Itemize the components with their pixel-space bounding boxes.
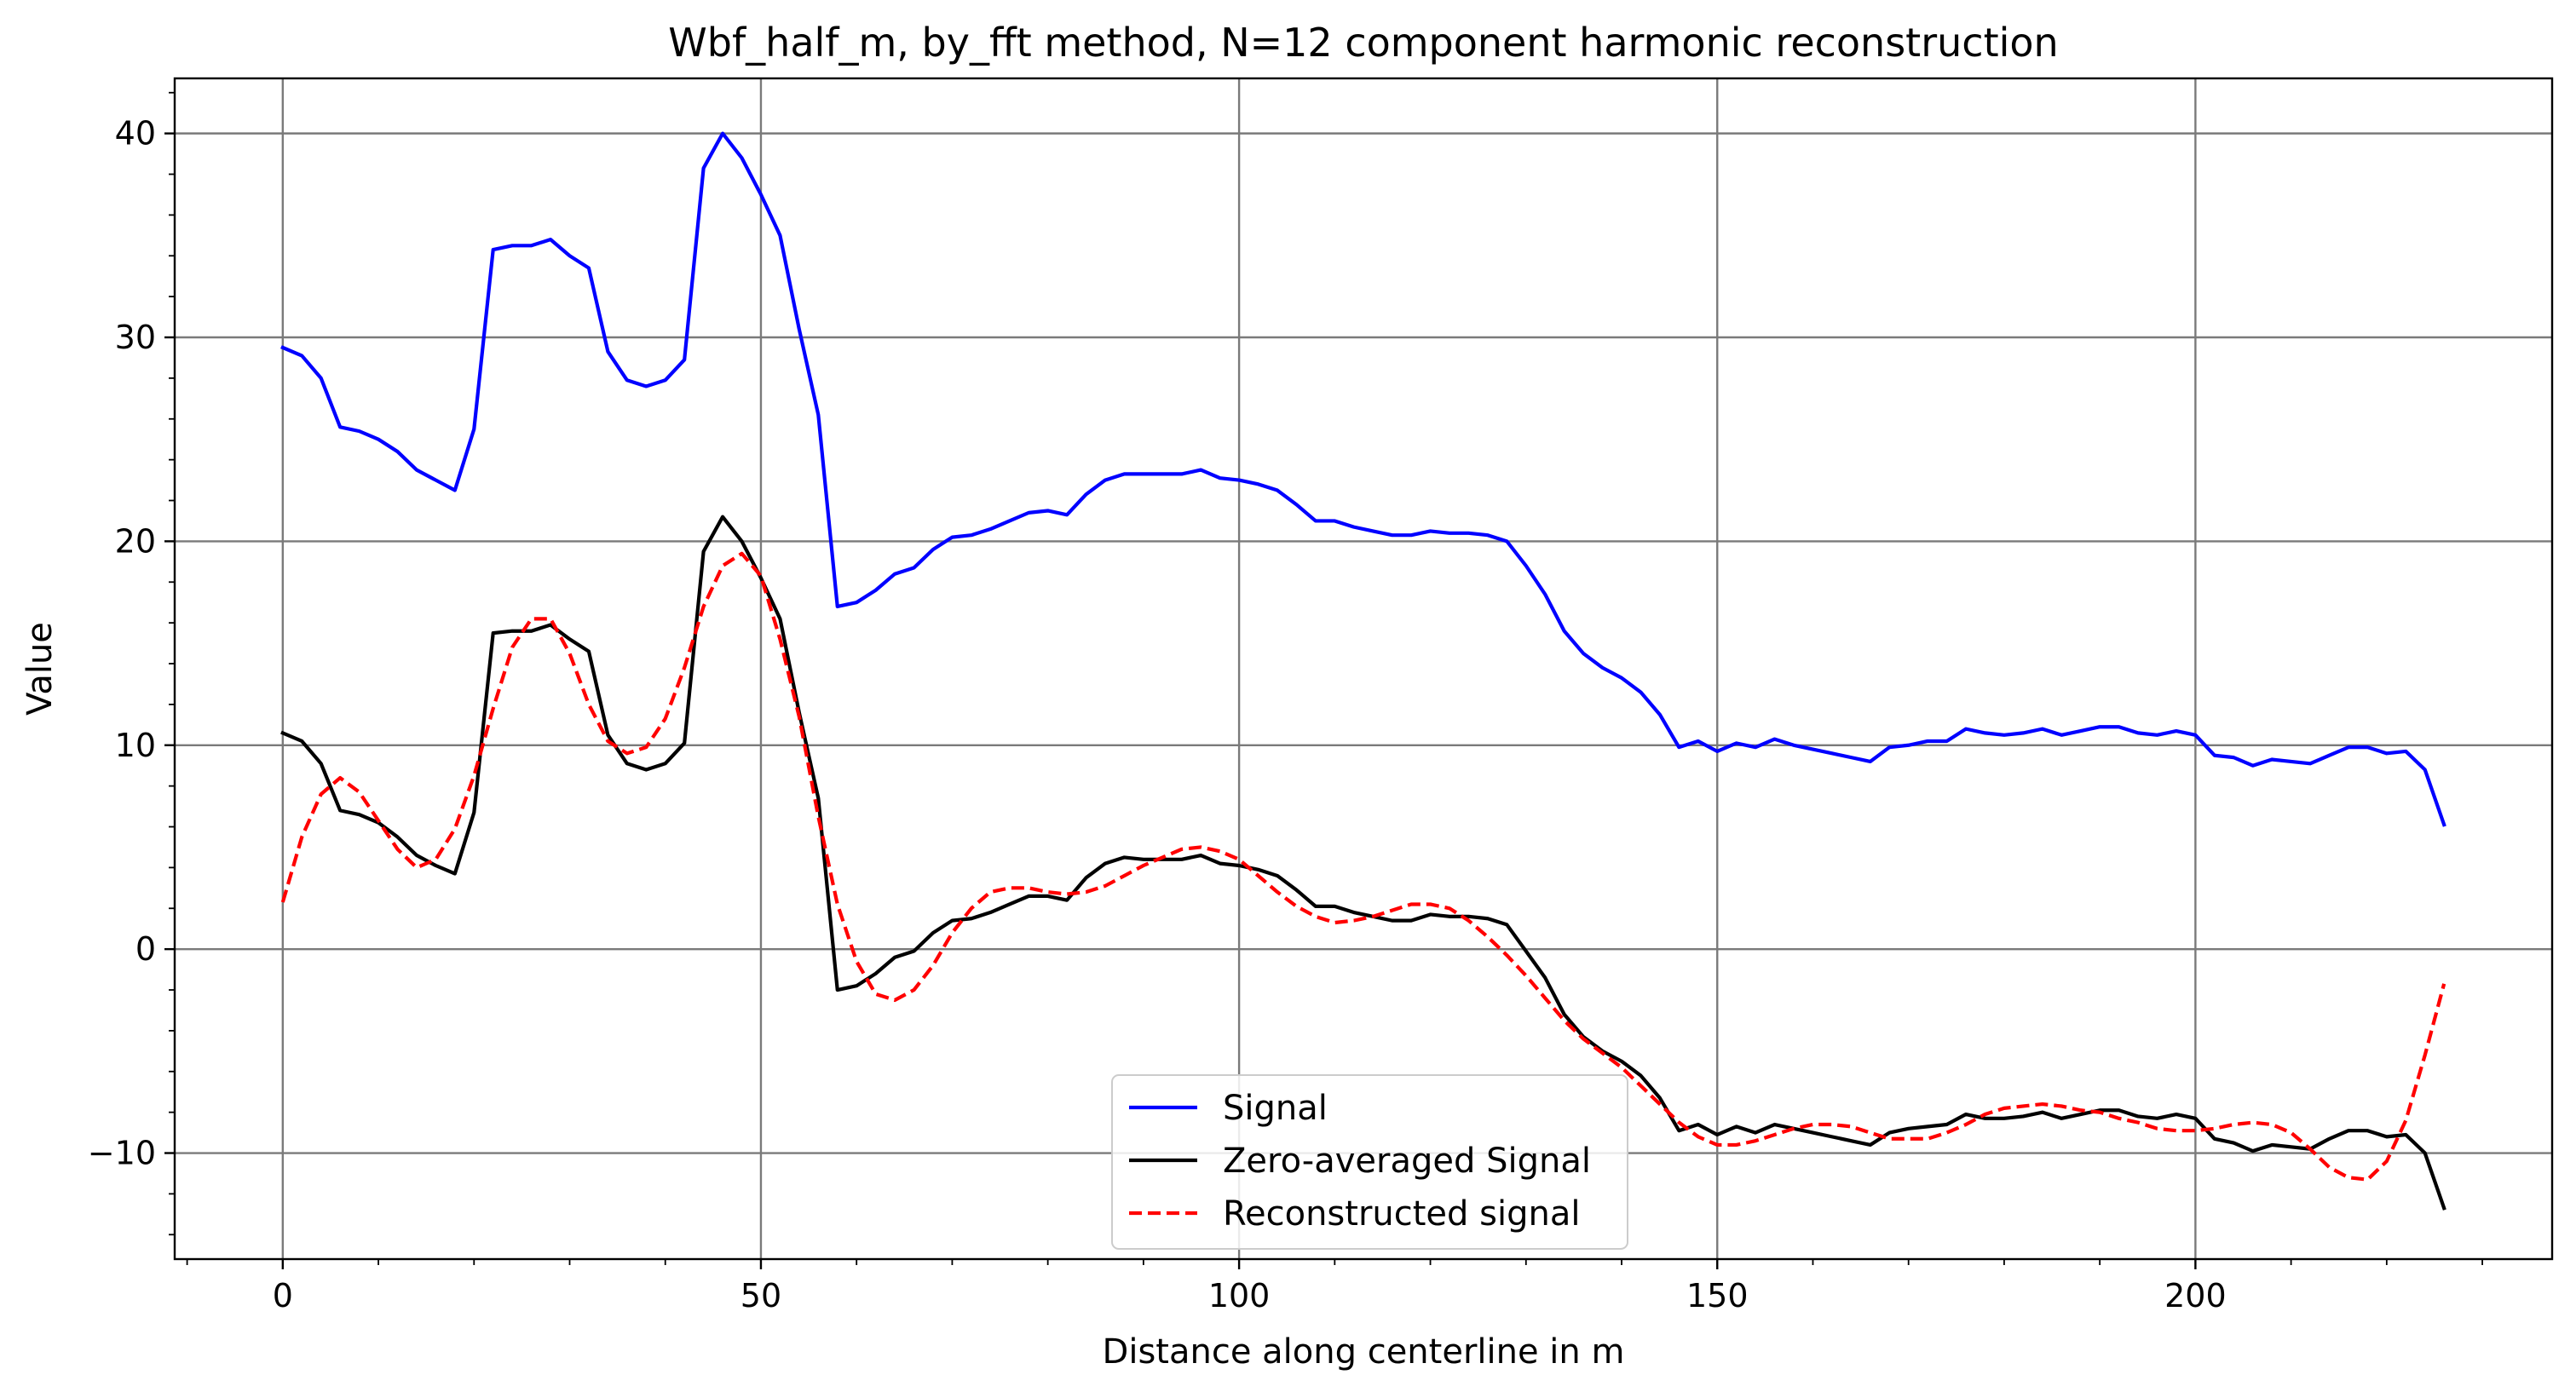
x-tick-label: 50 xyxy=(741,1277,781,1314)
legend-label-0: Signal xyxy=(1223,1089,1328,1128)
y-axis-label: Value xyxy=(20,622,60,716)
series-line-1 xyxy=(280,515,2446,1211)
x-tick-label: 100 xyxy=(1208,1277,1271,1314)
y-tick-label: 30 xyxy=(115,319,156,356)
grid xyxy=(175,78,2552,1259)
x-axis-label: Distance along centerline in m xyxy=(1103,1332,1625,1372)
series-layer xyxy=(280,131,2446,1211)
legend-box xyxy=(1111,1074,1628,1250)
y-tick-label: 40 xyxy=(115,115,156,152)
x-tick-label: 200 xyxy=(2164,1277,2227,1314)
y-tick-label: 20 xyxy=(115,522,156,560)
chart-title: Wbf_half_m, by_fft method, N=12 componen… xyxy=(668,20,2058,66)
series-line-0 xyxy=(280,131,2446,827)
ticks: 0 50 100 150 200 −10 0 10 20 30 40 xyxy=(88,91,2483,1314)
legend: Signal Zero-averaged Signal Reconstructed … xyxy=(1111,1074,1628,1250)
y-tick-label: 0 xyxy=(135,930,156,968)
x-tick-label: 0 xyxy=(273,1277,293,1314)
y-tick-label: −10 xyxy=(88,1135,156,1172)
legend-label-1: Zero-averaged Signal xyxy=(1223,1142,1591,1181)
legend-label-2: Reconstructed signal xyxy=(1223,1194,1580,1234)
x-tick-label: 150 xyxy=(1686,1277,1749,1314)
series-line-2 xyxy=(280,551,2446,1182)
y-tick-label: 10 xyxy=(115,727,156,764)
plot-frame xyxy=(173,77,2554,1261)
